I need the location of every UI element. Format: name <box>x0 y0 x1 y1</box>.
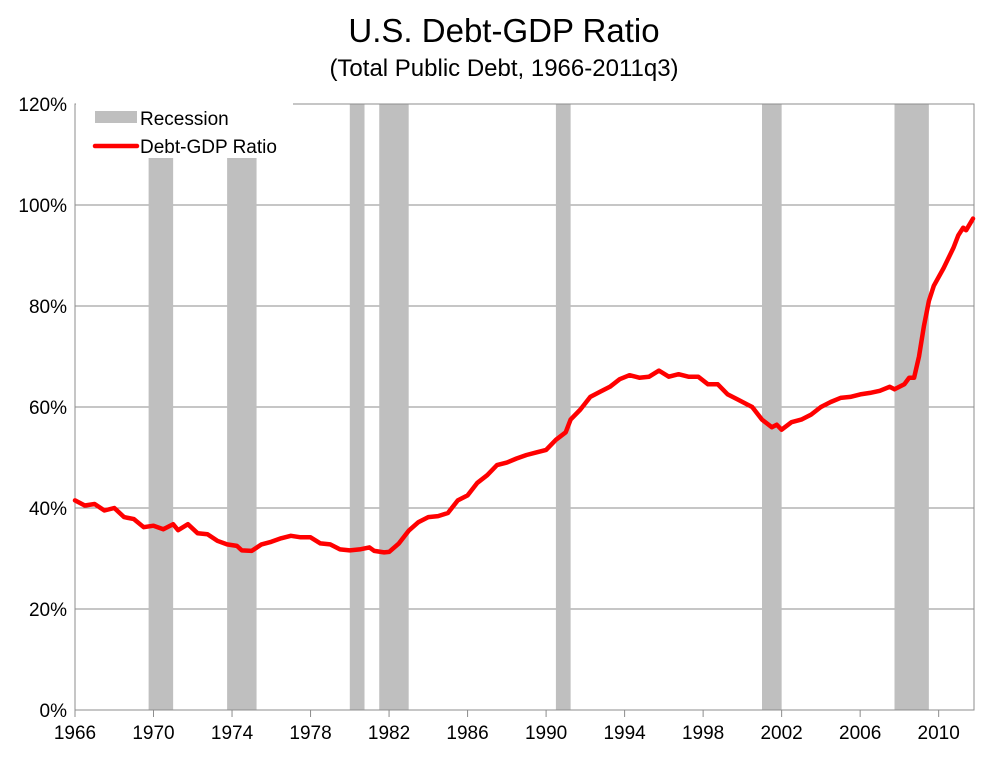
y-tick-label: 80% <box>29 297 67 318</box>
x-tick-label: 1978 <box>289 723 331 744</box>
x-tick-label: 1986 <box>446 723 488 744</box>
x-tick-label: 2002 <box>760 723 802 744</box>
legend-background <box>76 101 293 158</box>
x-tick-label: 1994 <box>603 723 646 744</box>
x-tick-label: 1970 <box>132 723 174 744</box>
legend-label-line: Debt-GDP Ratio <box>140 137 277 158</box>
legend-label-recession: Recession <box>140 109 229 130</box>
legend: Recession Debt-GDP Ratio <box>76 101 293 158</box>
recession-bar <box>555 104 571 710</box>
recession-bar <box>349 104 365 710</box>
y-tick-label: 120% <box>18 95 67 116</box>
recession-bar <box>148 104 174 710</box>
x-tick-label: 1974 <box>211 723 254 744</box>
y-tick-label: 100% <box>18 196 67 217</box>
y-tick-label: 0% <box>40 701 68 722</box>
y-tick-label: 20% <box>29 600 67 621</box>
debt-gdp-line <box>72 216 976 555</box>
x-tick-label: 1982 <box>368 723 410 744</box>
recession-bar <box>894 104 929 710</box>
y-tick-label: 60% <box>29 398 67 419</box>
recession-bar <box>379 104 409 710</box>
x-tick-label: 1990 <box>525 723 567 744</box>
recession-bar <box>762 104 782 710</box>
legend-swatch-recession <box>95 111 137 123</box>
x-tick-label: 2006 <box>839 723 881 744</box>
y-tick-label: 40% <box>29 499 67 520</box>
recession-bar <box>227 104 257 710</box>
x-tick-label: 1998 <box>682 723 724 744</box>
chart-subtitle: (Total Public Debt, 1966-2011q3) <box>329 55 679 82</box>
x-tick-label: 1966 <box>54 723 96 744</box>
x-tick-label: 2010 <box>918 723 960 744</box>
chart-title: U.S. Debt-GDP Ratio <box>348 12 660 49</box>
